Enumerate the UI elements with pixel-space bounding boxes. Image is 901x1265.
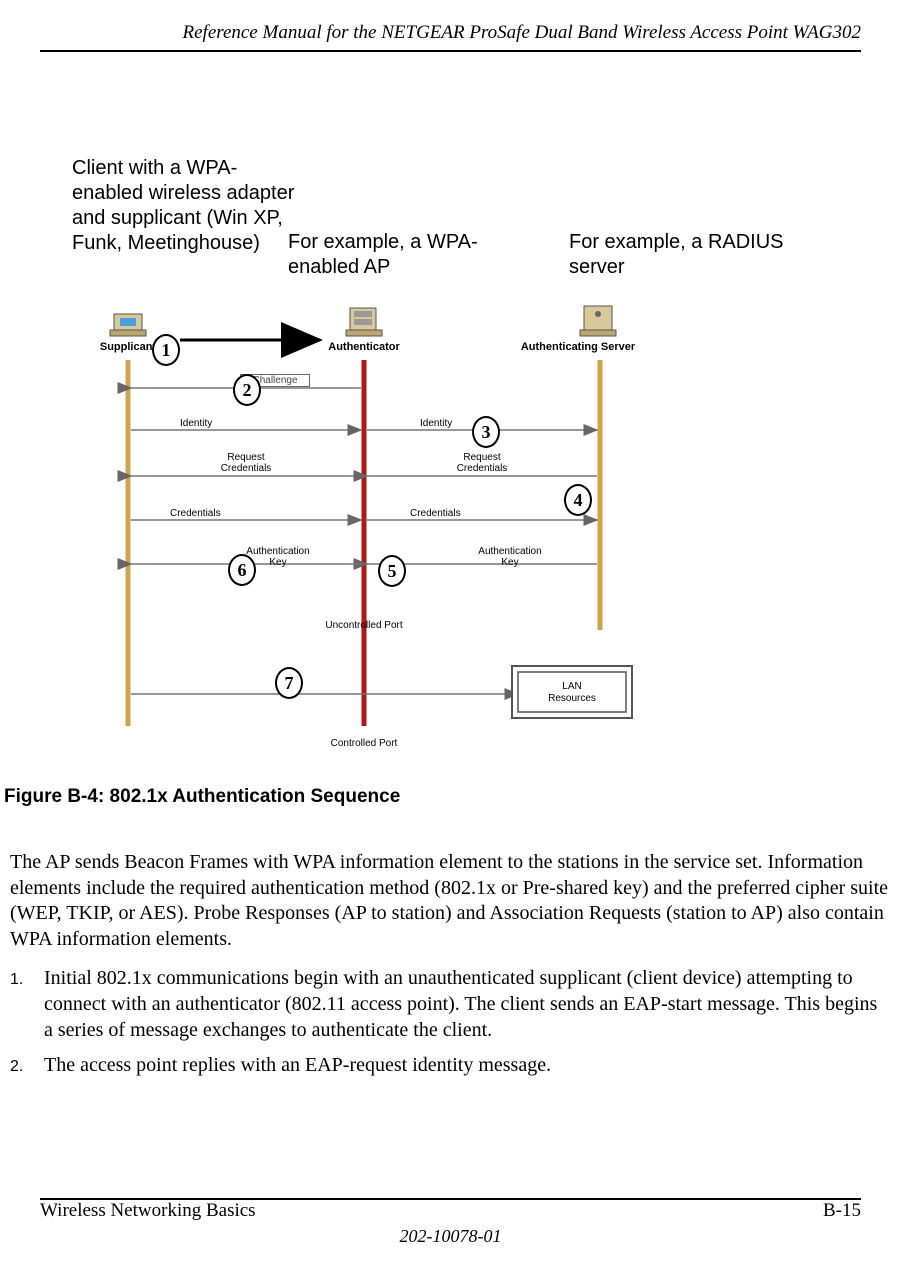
step-number: 1. (10, 966, 44, 1043)
role-supplicant: Supplicant (100, 341, 157, 353)
authserver-device-icon (580, 306, 616, 336)
role-authenticator: Authenticator (328, 341, 400, 353)
step-marker-4: 4 (564, 484, 592, 516)
step-marker-5: 5 (378, 555, 406, 587)
step-marker-7: 7 (275, 667, 303, 699)
supplicant-device-icon (110, 314, 146, 336)
footer-center: 202-10078-01 (40, 1226, 861, 1247)
annotation-radius: For example, a RADIUS server (569, 230, 799, 280)
footer-left: Wireless Networking Basics (40, 1200, 256, 1222)
step-marker-6: 6 (228, 554, 256, 586)
label-cred-right: Credentials (410, 508, 461, 519)
annotation-ap: For example, a WPA-enabled AP (288, 230, 518, 280)
step-text: The access point replies with an EAP-req… (44, 1053, 891, 1079)
label-reqcred-right: RequestCredentials (457, 452, 508, 474)
step-item: 2. The access point replies with an EAP-… (10, 1053, 891, 1079)
label-controlled-port: Controlled Port (331, 738, 398, 749)
role-authserver: Authenticating Server (521, 341, 636, 353)
step-marker-1: 1 (152, 334, 180, 366)
sequence-diagram: Supplicant Authenticator Authenticating … (80, 300, 648, 778)
label-identity-right: Identity (420, 418, 452, 429)
authenticator-device-icon (346, 308, 382, 336)
step-item: 1. Initial 802.1x communications begin w… (10, 966, 891, 1043)
running-head: Reference Manual for the NETGEAR ProSafe… (40, 22, 861, 44)
step-number: 2. (10, 1053, 44, 1079)
top-rule (40, 50, 861, 52)
label-identity-left: Identity (180, 418, 212, 429)
lan-resources-box: LANResources (512, 666, 632, 718)
body-paragraph-1: The AP sends Beacon Frames with WPA info… (10, 850, 891, 952)
annotation-client: Client with a WPA-enabled wireless adapt… (72, 156, 302, 256)
step-text: Initial 802.1x communications begin with… (44, 966, 891, 1043)
step-marker-3: 3 (472, 416, 500, 448)
label-uncontrolled-port: Uncontrolled Port (325, 620, 402, 631)
label-reqcred-left: RequestCredentials (221, 452, 272, 474)
footer-right: B-15 (823, 1200, 861, 1222)
figure-caption: Figure B-4: 802.1x Authentication Sequen… (4, 786, 400, 808)
step-marker-2: 2 (233, 374, 261, 406)
label-cred-left: Credentials (170, 508, 221, 519)
